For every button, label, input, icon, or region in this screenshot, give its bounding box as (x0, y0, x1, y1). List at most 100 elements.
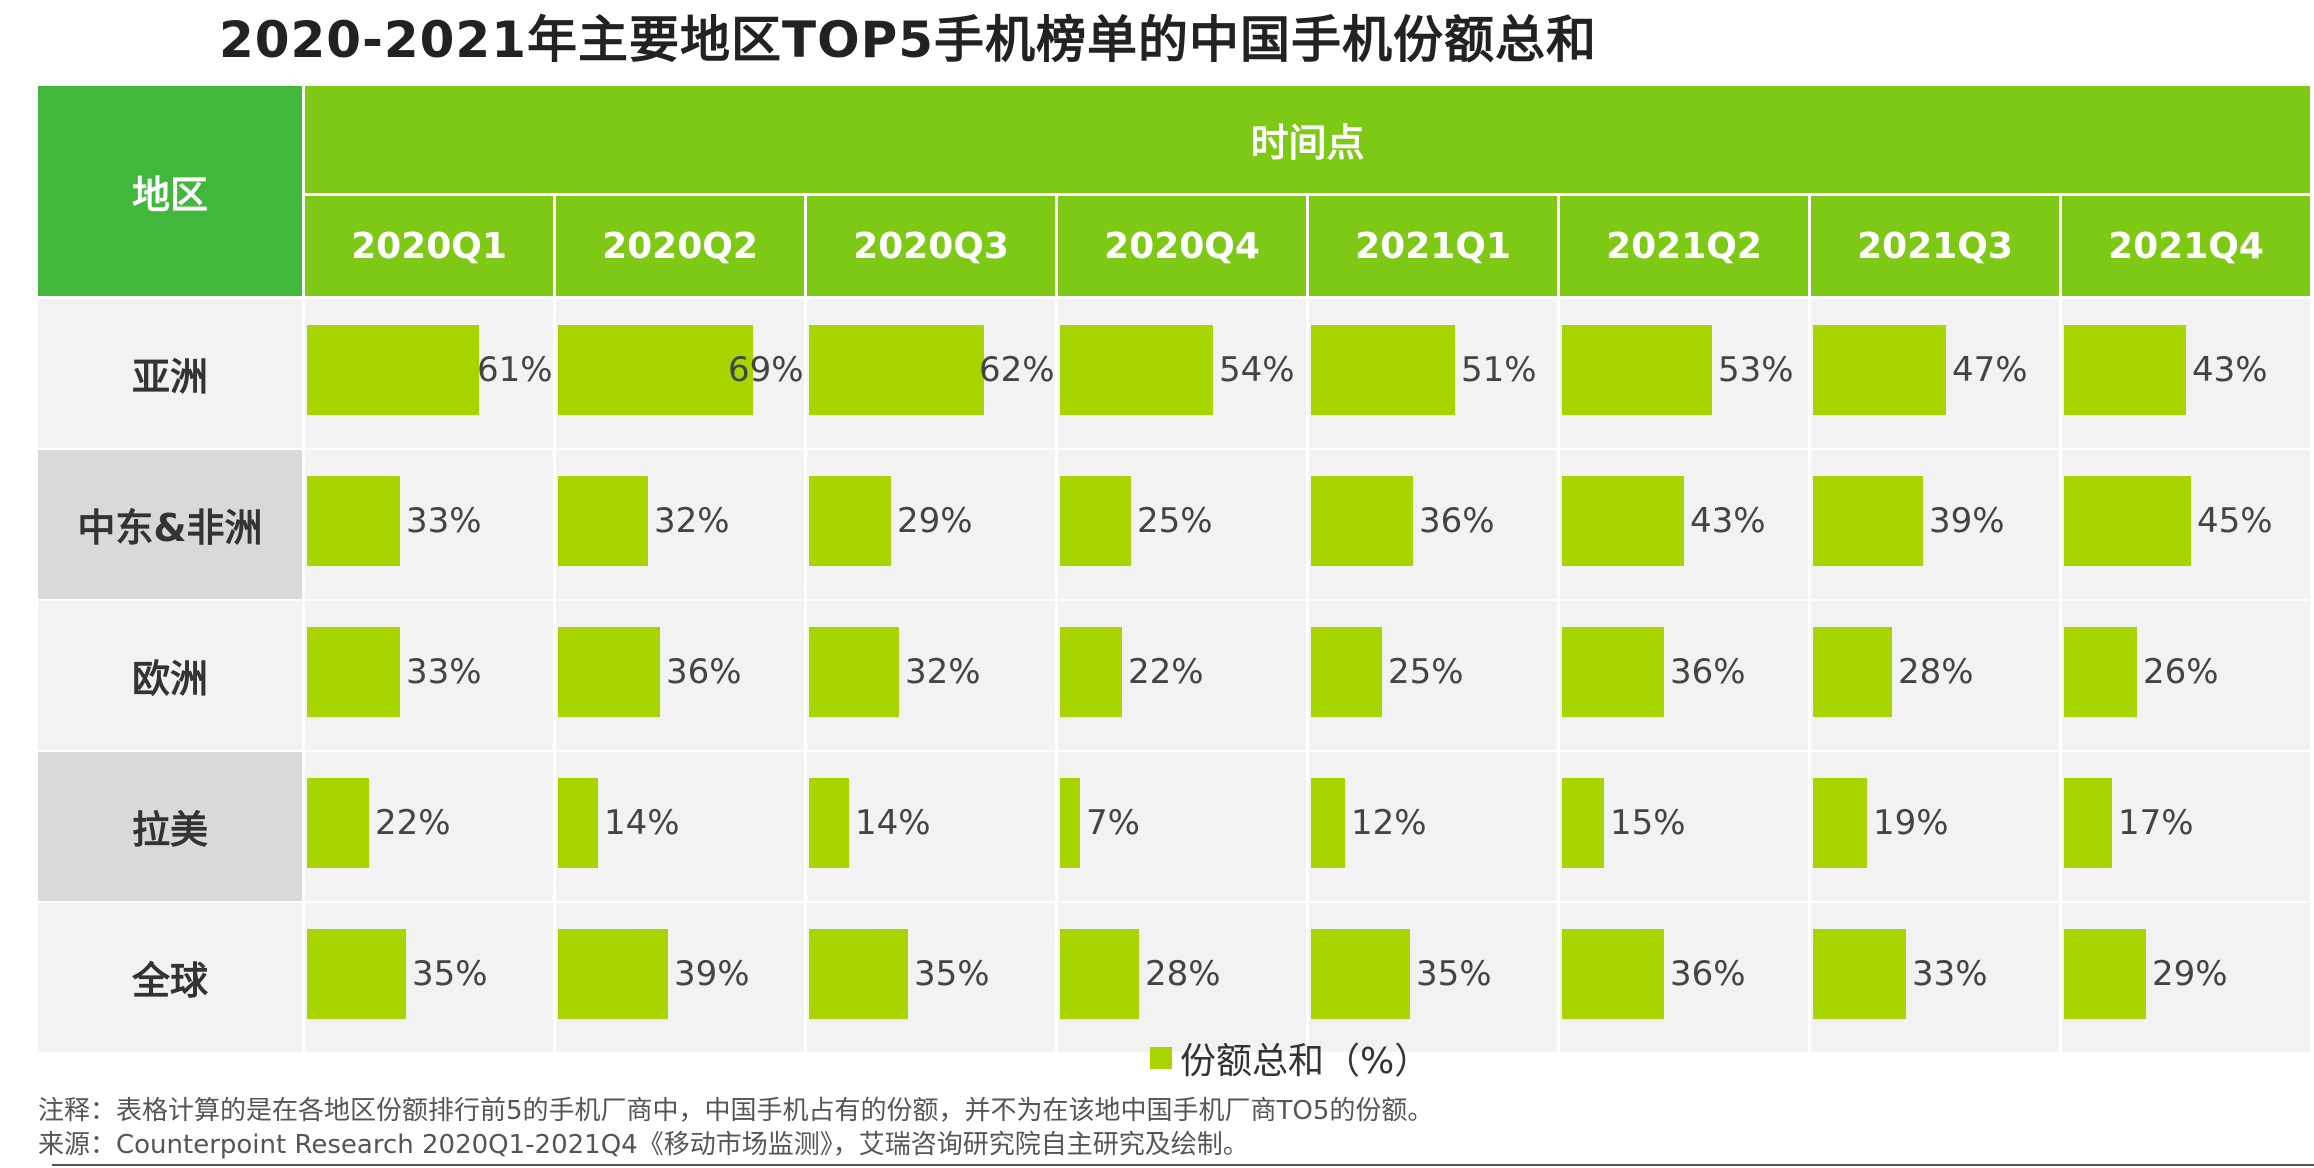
data-label: 32% (905, 652, 981, 692)
data-label: 51% (1461, 350, 1537, 390)
data-label: 33% (406, 652, 482, 692)
bar (1311, 778, 1345, 868)
quarter-header: 2020Q3 (807, 196, 1055, 296)
bar (1060, 929, 1139, 1019)
data-label: 22% (375, 803, 451, 843)
data-label: 35% (412, 954, 488, 994)
bar (1813, 476, 1923, 566)
bar (1562, 627, 1664, 717)
bar (558, 476, 648, 566)
data-label: 35% (914, 954, 990, 994)
bar (307, 778, 369, 868)
bar (307, 929, 406, 1019)
legend: 份额总和（%） (1150, 1033, 1430, 1083)
region-label: 全球 (38, 903, 302, 1052)
data-label: 36% (666, 652, 742, 692)
bar (1311, 627, 1382, 717)
bar (809, 325, 984, 415)
data-label: 33% (1912, 954, 1988, 994)
header-region: 地区 (38, 86, 302, 296)
bar (2064, 476, 2191, 566)
bar (1813, 325, 1946, 415)
quarter-header: 2020Q2 (556, 196, 804, 296)
bar (1311, 476, 1413, 566)
data-label: 39% (1929, 501, 2005, 541)
legend-swatch (1150, 1047, 1172, 1069)
data-label: 25% (1137, 501, 1213, 541)
bar (1813, 778, 1867, 868)
data-label: 29% (897, 501, 973, 541)
data-label: 19% (1873, 803, 1949, 843)
data-label: 62% (979, 350, 1055, 390)
bar (1562, 325, 1712, 415)
source-note: 来源：Counterpoint Research 2020Q1-2021Q4《移… (38, 1130, 1249, 1160)
bar (558, 778, 598, 868)
data-label: 36% (1670, 954, 1746, 994)
bar (2064, 929, 2146, 1019)
region-label: 欧洲 (38, 601, 302, 750)
table-cell (1309, 752, 1557, 901)
data-label: 25% (1388, 652, 1464, 692)
table-cell (1058, 752, 1306, 901)
bar (1562, 929, 1664, 1019)
region-label: 中东&非洲 (38, 450, 302, 599)
bar (809, 778, 849, 868)
bar (2064, 778, 2112, 868)
data-label: 61% (477, 350, 553, 390)
data-label: 26% (2143, 652, 2219, 692)
chart-title: 2020-2021年主要地区TOP5手机榜单的中国手机份额总和 (218, 11, 1598, 69)
data-label: 14% (855, 803, 931, 843)
quarter-header: 2021Q3 (1811, 196, 2059, 296)
quarter-header: 2021Q1 (1309, 196, 1557, 296)
footnote: 注释：表格计算的是在各地区份额排行前5的手机厂商中，中国手机占有的份额，并不为在… (38, 1096, 1434, 1126)
data-label: 54% (1219, 350, 1295, 390)
data-label: 36% (1419, 501, 1495, 541)
legend-label: 份额总和（%） (1180, 1041, 1431, 1082)
bar (2064, 325, 2186, 415)
footer-rule (52, 1164, 2314, 1166)
data-label: 47% (1952, 350, 2028, 390)
bar (1813, 929, 1906, 1019)
data-label: 69% (728, 350, 804, 390)
bar (1060, 627, 1122, 717)
bar (307, 325, 479, 415)
data-label: 29% (2152, 954, 2228, 994)
data-label: 53% (1718, 350, 1794, 390)
bar (809, 627, 899, 717)
data-label: 28% (1145, 954, 1221, 994)
data-label: 32% (654, 501, 730, 541)
bar (809, 476, 891, 566)
bar (307, 476, 400, 566)
data-label: 33% (406, 501, 482, 541)
data-label: 39% (674, 954, 750, 994)
bar (1311, 929, 1410, 1019)
bar (1311, 325, 1455, 415)
data-label: 36% (1670, 652, 1746, 692)
data-label: 22% (1128, 652, 1204, 692)
bar (1562, 476, 1684, 566)
data-label: 45% (2197, 501, 2273, 541)
data-label: 17% (2118, 803, 2194, 843)
data-label: 12% (1351, 803, 1427, 843)
bar (558, 627, 660, 717)
quarter-header: 2021Q4 (2062, 196, 2310, 296)
data-label: 7% (1086, 803, 1140, 843)
data-label: 14% (604, 803, 680, 843)
bar (558, 929, 668, 1019)
quarter-header: 2020Q4 (1058, 196, 1306, 296)
data-label: 28% (1898, 652, 1974, 692)
region-label: 拉美 (38, 752, 302, 901)
bar (1813, 627, 1892, 717)
bar (558, 325, 753, 415)
bar (307, 627, 400, 717)
header-time: 时间点 (305, 86, 2310, 193)
data-label: 15% (1610, 803, 1686, 843)
data-label: 43% (2192, 350, 2268, 390)
bar (1060, 476, 1131, 566)
data-label: 35% (1416, 954, 1492, 994)
quarter-header: 2020Q1 (305, 196, 553, 296)
bar (1060, 778, 1080, 868)
bar (1060, 325, 1213, 415)
bar (1562, 778, 1604, 868)
bar (2064, 627, 2137, 717)
